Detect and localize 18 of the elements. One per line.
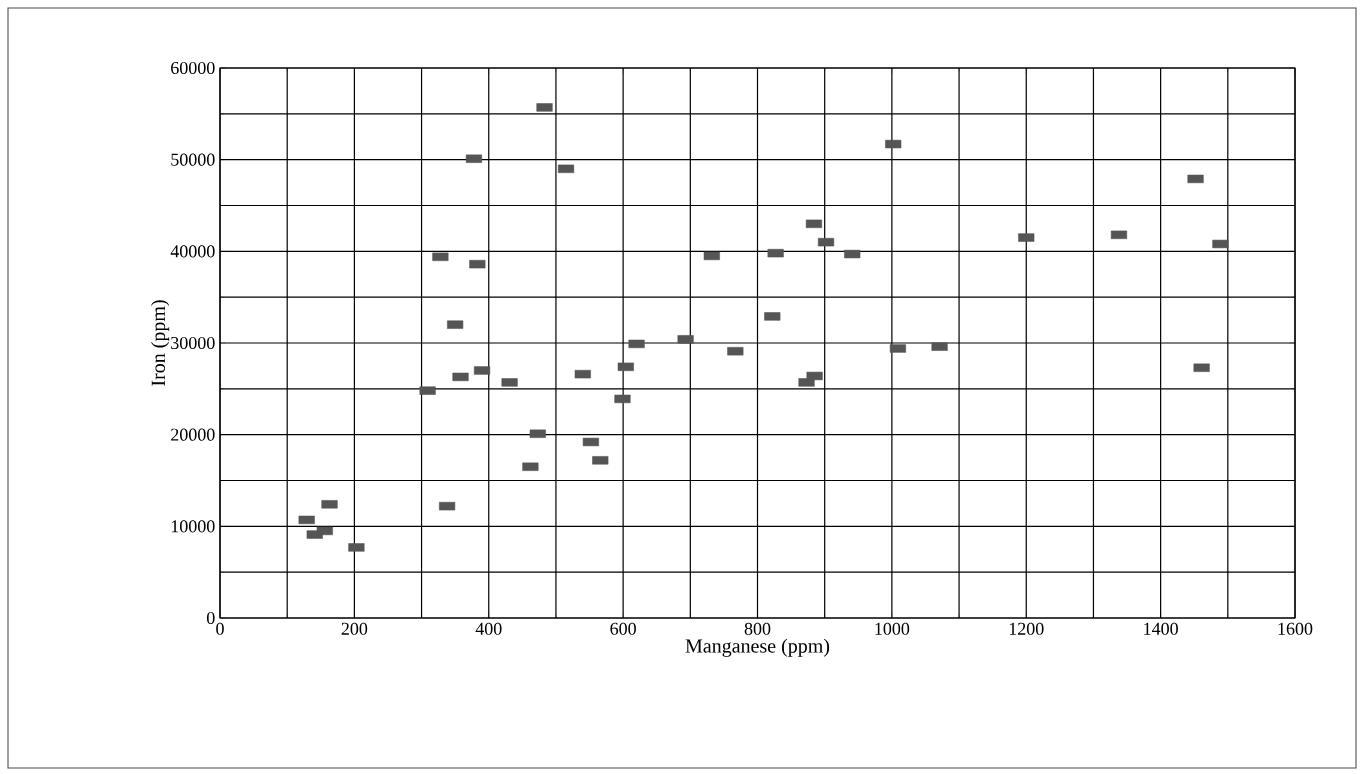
y-tick-label: 60000 (171, 61, 215, 75)
y-tick-label: 40000 (170, 245, 215, 258)
x-tick-label: 1200 (1009, 622, 1044, 635)
x-tick-label: 1400 (1144, 622, 1178, 635)
x-tick-label: 800 (744, 622, 771, 635)
x-axis-title: Manganese (ppm) (685, 638, 830, 657)
x-tick-label: 1000 (875, 622, 910, 635)
x-tick-label: 200 (341, 622, 368, 635)
x-tick-label: 1600 (1278, 622, 1313, 635)
x-tick-label: 0 (216, 622, 224, 635)
x-tick-label: 400 (475, 622, 502, 635)
y-tick-label: 0 (206, 611, 215, 625)
y-tick-label: 10000 (171, 520, 215, 533)
y-tick-label: 20000 (171, 428, 215, 441)
x-tick-label: 600 (610, 622, 636, 635)
y-tick-label: 50000 (171, 153, 215, 166)
y-axis-title: Iron (ppm) (151, 300, 170, 386)
y-tick-label: 30000 (171, 336, 215, 350)
